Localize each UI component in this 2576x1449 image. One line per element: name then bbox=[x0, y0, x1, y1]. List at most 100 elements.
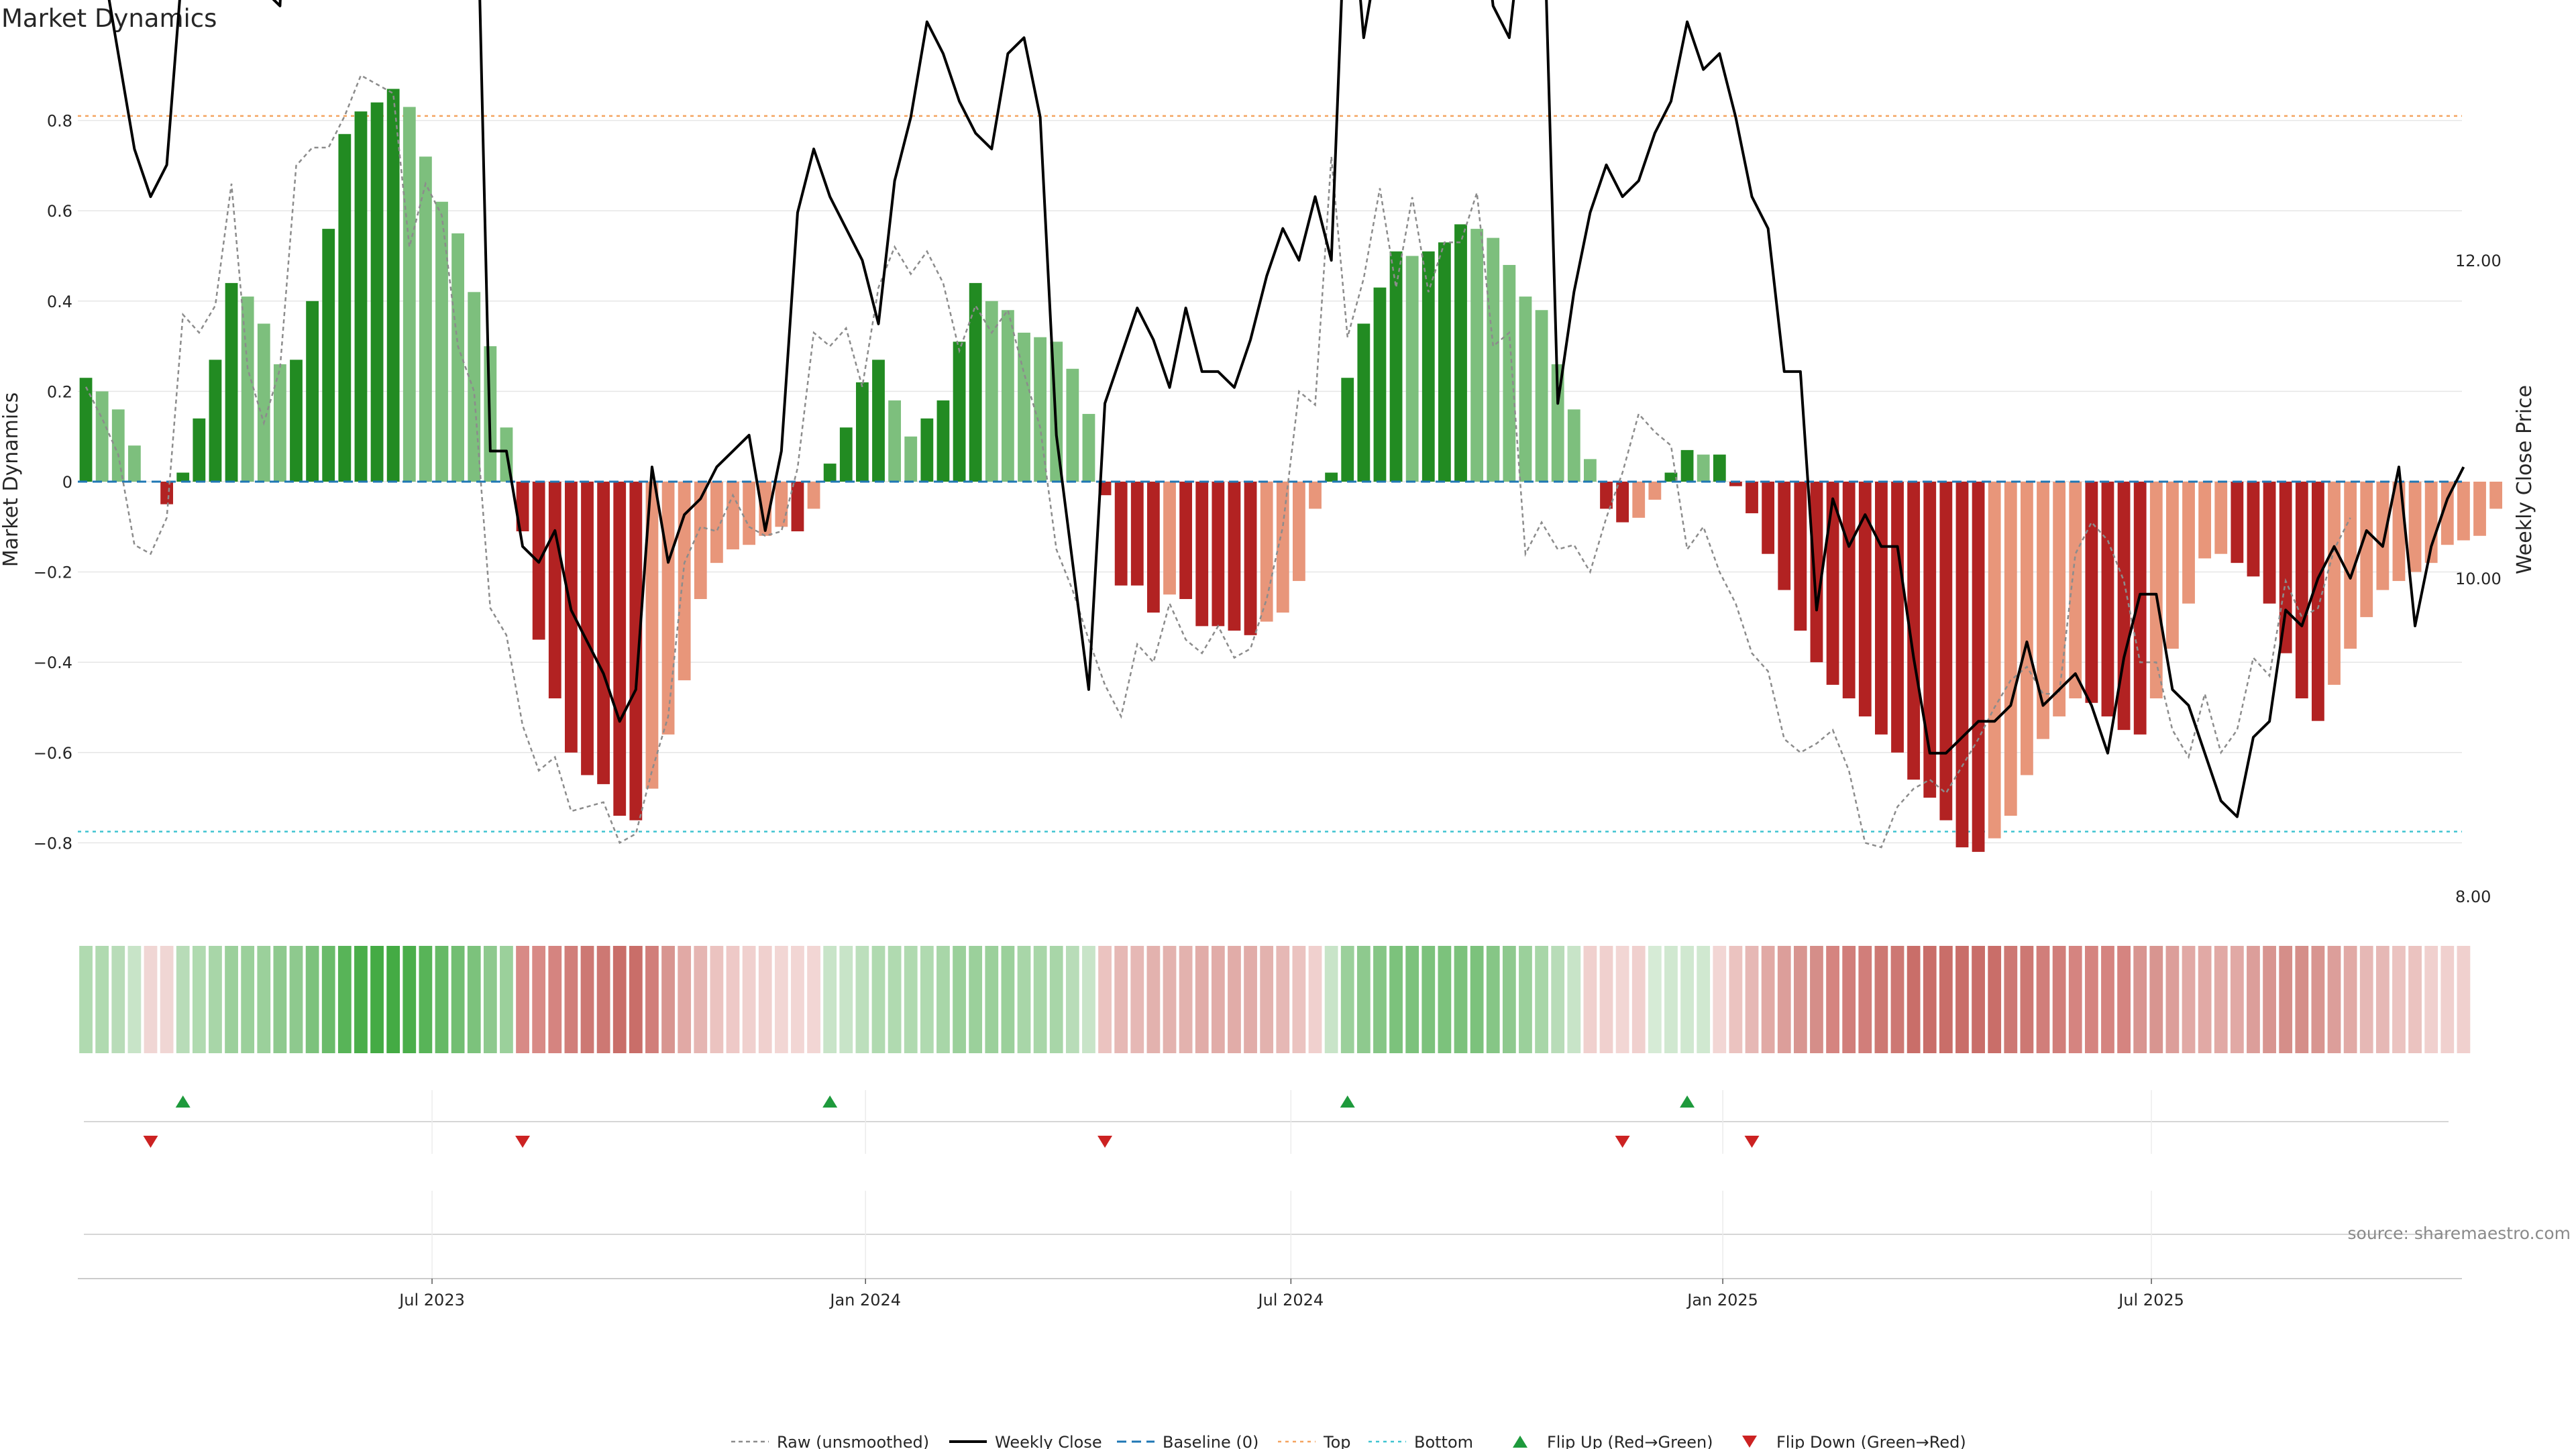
dynamics-bar bbox=[2457, 482, 2470, 541]
dynamics-bar bbox=[1713, 454, 1726, 482]
dynamics-bar bbox=[1309, 482, 1322, 509]
heat-strip-cell bbox=[467, 946, 481, 1053]
heat-strip-cell bbox=[726, 946, 740, 1053]
dynamics-bar bbox=[1454, 224, 1467, 482]
heat-strip-cell bbox=[1276, 946, 1290, 1053]
dynamics-bar bbox=[2085, 482, 2098, 703]
chart-title: Market Dynamics bbox=[1, 4, 217, 33]
dynamics-bar bbox=[2279, 482, 2292, 653]
heat-strip-cell bbox=[127, 946, 142, 1053]
dynamics-bar bbox=[290, 360, 303, 482]
heat-strip-cell bbox=[661, 946, 675, 1053]
y-tick-label: 0.4 bbox=[47, 292, 72, 311]
heat-strip-cell bbox=[1729, 946, 1743, 1053]
dynamics-bar bbox=[1648, 482, 1662, 500]
dynamics-bar bbox=[823, 464, 837, 482]
dynamics-bar bbox=[1746, 482, 1758, 514]
dynamics-bar bbox=[1907, 482, 1921, 780]
heat-strip-cell bbox=[969, 946, 983, 1053]
dynamics-bar bbox=[1098, 482, 1112, 496]
dynamics-bar bbox=[1357, 323, 1371, 482]
flip-up-marker bbox=[1340, 1095, 1355, 1108]
dynamics-bar bbox=[2198, 482, 2212, 559]
heat-strip-cell bbox=[1907, 946, 1921, 1053]
dynamics-bar bbox=[1325, 472, 1338, 482]
heat-strip bbox=[79, 946, 2471, 1053]
dynamics-bar bbox=[2473, 482, 2486, 536]
y-tick-label: 0.8 bbox=[47, 112, 72, 131]
dynamics-bar bbox=[1858, 482, 1872, 716]
heat-strip-cell bbox=[612, 946, 627, 1053]
dynamics-bar bbox=[402, 107, 416, 482]
heat-strip-cell bbox=[532, 946, 546, 1053]
dynamics-bar bbox=[111, 409, 125, 482]
heat-strip-cell bbox=[1405, 946, 1419, 1053]
dynamics-bar bbox=[839, 427, 853, 482]
heat-strip-cell bbox=[953, 946, 966, 1053]
heat-strip-cell bbox=[2359, 946, 2373, 1053]
heat-strip-cell bbox=[1486, 946, 1500, 1053]
y2-axis-label: Weekly Close Price bbox=[2513, 385, 2536, 574]
dynamics-bar bbox=[1875, 482, 1888, 735]
heat-strip-cell bbox=[1260, 946, 1274, 1053]
dynamics-bar bbox=[2117, 482, 2131, 731]
heat-strip-cell bbox=[888, 946, 902, 1053]
dynamics-bar bbox=[1130, 482, 1144, 586]
heat-strip-cell bbox=[758, 946, 772, 1053]
dynamics-bar bbox=[79, 378, 93, 482]
heat-strip-cell bbox=[1519, 946, 1532, 1053]
heat-strip-cell bbox=[1308, 946, 1322, 1053]
heat-strip-cell bbox=[1631, 946, 1646, 1053]
heat-strip-cell bbox=[1033, 946, 1047, 1053]
dynamics-bar bbox=[855, 382, 869, 482]
heat-strip-cell bbox=[1680, 946, 1694, 1053]
heat-strip-cell bbox=[354, 946, 368, 1053]
dynamics-bar bbox=[2247, 482, 2260, 577]
heat-strip-cell bbox=[2182, 946, 2196, 1053]
heat-strip-cell bbox=[1745, 946, 1759, 1053]
heat-strip-cell bbox=[1082, 946, 1095, 1053]
heat-strip-cell bbox=[289, 946, 303, 1053]
heat-strip-cell bbox=[564, 946, 578, 1053]
heat-strip-cell bbox=[1049, 946, 1063, 1053]
source-note: source: sharemaestro.com bbox=[2348, 1224, 2571, 1243]
dynamics-bar bbox=[2312, 482, 2324, 721]
heat-strip-cell bbox=[1842, 946, 1856, 1053]
heat-strip-cell bbox=[2036, 946, 2050, 1053]
legend-item-top[interactable]: Top bbox=[1278, 1433, 1351, 1449]
heat-strip-cell bbox=[1648, 946, 1662, 1053]
heat-strip-cell bbox=[2311, 946, 2325, 1053]
dynamics-bar bbox=[1762, 482, 1775, 554]
heat-strip-cell bbox=[257, 946, 271, 1053]
legend-item-close[interactable]: Weekly Close bbox=[949, 1433, 1102, 1449]
dynamics-bar bbox=[2021, 482, 2033, 775]
dynamics-bar bbox=[1276, 482, 1289, 613]
heat-strip-cell bbox=[2279, 946, 2293, 1053]
heat-strip-cell bbox=[1098, 946, 1112, 1053]
heat-strip-cell bbox=[791, 946, 804, 1053]
heat-strip-cell bbox=[1001, 946, 1015, 1053]
dynamics-bar bbox=[1616, 482, 1629, 523]
dynamics-bar bbox=[904, 436, 918, 482]
heat-strip-cell bbox=[2263, 946, 2276, 1053]
legend[interactable]: Raw (unsmoothed) Weekly Close Baseline (0)… bbox=[731, 1433, 1966, 1449]
heat-strip-cell bbox=[2149, 946, 2163, 1053]
heat-strip-cell bbox=[1810, 946, 1823, 1053]
heat-strip-cell bbox=[1793, 946, 1807, 1053]
dynamics-bar bbox=[2101, 482, 2114, 716]
heat-strip-cell bbox=[1923, 946, 1937, 1053]
legend-item-raw[interactable]: Raw (unsmoothed) bbox=[731, 1433, 929, 1449]
legend-item-baseline[interactable]: Baseline (0) bbox=[1117, 1433, 1258, 1449]
legend-item-flip_down[interactable]: Flip Down (Green→Red) bbox=[1742, 1433, 1966, 1449]
heat-strip-cell bbox=[1502, 946, 1516, 1053]
legend-label: Bottom bbox=[1414, 1433, 1473, 1449]
dynamics-bar bbox=[888, 400, 902, 482]
dynamics-bar bbox=[419, 156, 432, 482]
heat-strip-cell bbox=[904, 946, 918, 1053]
heat-strip-cell bbox=[111, 946, 125, 1053]
legend-item-flip_up[interactable]: Flip Up (Red→Green) bbox=[1513, 1433, 1713, 1449]
dynamics-bar bbox=[2328, 482, 2341, 685]
legend-item-bottom[interactable]: Bottom bbox=[1368, 1433, 1473, 1449]
y-tick-label: 0 bbox=[62, 473, 72, 492]
